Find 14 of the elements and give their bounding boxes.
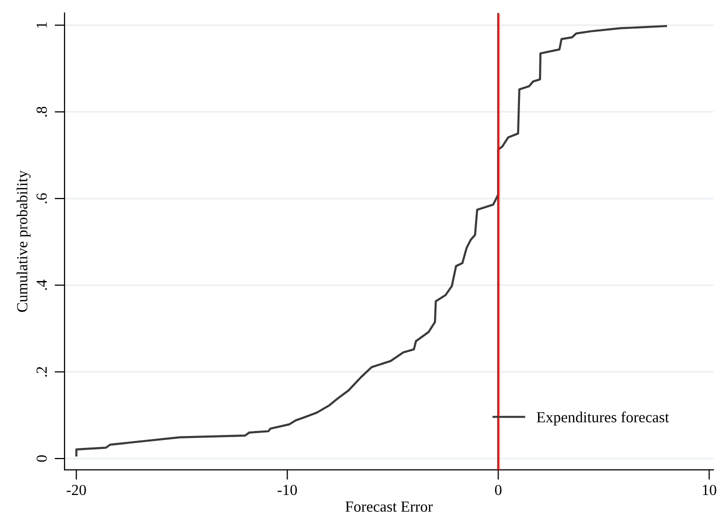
x-tick-label: -20 — [66, 484, 86, 496]
x-axis-title: Forecast Error — [346, 502, 433, 512]
y-tick-label: .6 — [36, 193, 47, 204]
y-axis-title: Cumulative probability — [16, 170, 31, 312]
y-tick-label: 1 — [36, 22, 47, 28]
y-tick-label: .4 — [36, 280, 47, 290]
y-tick-label: .8 — [36, 106, 47, 117]
x-tick-label: 10 — [702, 484, 716, 496]
x-tick-label: -10 — [278, 484, 297, 496]
x-tick-label: 0 — [495, 484, 502, 496]
y-tick-label: 0 — [36, 455, 47, 462]
line-series — [75, 25, 667, 457]
y-tick-label: .2 — [36, 366, 47, 377]
legend-label: Expenditures forecast — [536, 411, 670, 426]
